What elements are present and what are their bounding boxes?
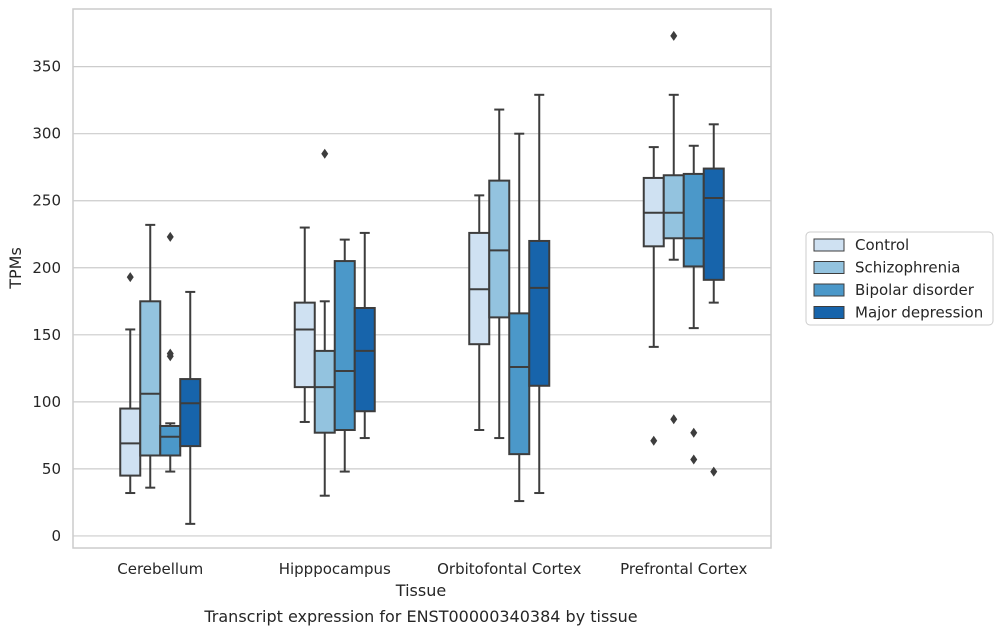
box-3-1 bbox=[662, 30, 685, 425]
grid-lines bbox=[73, 66, 771, 537]
box-body bbox=[682, 172, 705, 268]
box-0-2 bbox=[159, 231, 182, 473]
box-2-2 bbox=[508, 132, 531, 503]
box-body bbox=[139, 300, 162, 457]
legend-swatch bbox=[813, 261, 845, 274]
y-tick-label: 350 bbox=[32, 58, 61, 76]
box-1-2 bbox=[333, 238, 356, 473]
y-tick-label: 50 bbox=[42, 460, 61, 478]
y-axis-label: TPMs bbox=[6, 247, 25, 290]
legend-label: Bipolar disorder bbox=[855, 281, 975, 299]
box-0-3 bbox=[179, 290, 202, 525]
box-body bbox=[333, 260, 356, 432]
box-0-0 bbox=[119, 272, 142, 495]
box-3-2 bbox=[682, 144, 705, 465]
box-body bbox=[313, 349, 336, 434]
x-tick-label: Cerebellum bbox=[117, 560, 203, 578]
legend-swatch bbox=[813, 238, 845, 252]
outlier-point bbox=[690, 427, 698, 438]
outlier-point bbox=[710, 466, 718, 477]
legend-swatch bbox=[813, 306, 845, 319]
plot-boxes bbox=[119, 30, 725, 525]
legend: Control Schizophrenia Bipolar disorder Majo… bbox=[805, 231, 994, 326]
box-body bbox=[662, 174, 685, 240]
legend-label: Schizophrenia bbox=[855, 259, 960, 277]
box-body bbox=[528, 239, 551, 387]
y-tick-label: 100 bbox=[32, 393, 61, 411]
box-2-1 bbox=[488, 108, 511, 440]
y-tick-label: 0 bbox=[51, 527, 61, 545]
box-2-0 bbox=[468, 194, 491, 432]
box-body bbox=[293, 301, 316, 389]
plot-frame bbox=[72, 8, 772, 549]
box-1-3 bbox=[353, 231, 376, 440]
x-tick-label: Orbitofontal Cortex bbox=[437, 560, 581, 578]
x-tick-label: Prefrontal Cortex bbox=[620, 560, 747, 578]
outlier-point bbox=[650, 435, 658, 446]
x-tick-labels: Cerebellum Hipppocampus Orbitofontal Corte… bbox=[117, 560, 747, 578]
legend-label: Control bbox=[855, 236, 909, 254]
x-axis-label: Tissue bbox=[395, 581, 446, 600]
box-body bbox=[702, 167, 725, 281]
outlier-point bbox=[166, 351, 174, 362]
box-3-3 bbox=[702, 123, 725, 477]
outlier-point bbox=[690, 454, 698, 465]
box-0-1 bbox=[139, 223, 162, 489]
legend-frame bbox=[805, 231, 994, 326]
legend-label: Major depression bbox=[855, 304, 983, 322]
outlier-point bbox=[321, 148, 329, 159]
box-body bbox=[159, 424, 182, 457]
outlier-point bbox=[166, 231, 174, 242]
box-3-0 bbox=[642, 146, 665, 446]
y-tick-label: 200 bbox=[32, 259, 61, 277]
chart-caption: Transcript expression for ENST0000034038… bbox=[203, 607, 637, 626]
outlier-point bbox=[126, 272, 134, 283]
y-tick-label: 150 bbox=[32, 326, 61, 344]
outlier-point bbox=[670, 414, 678, 425]
box-body bbox=[179, 378, 202, 448]
box-1-1 bbox=[313, 148, 336, 497]
box-body bbox=[508, 312, 531, 456]
box-body bbox=[488, 179, 511, 319]
y-tick-label: 300 bbox=[32, 125, 61, 143]
outlier-point bbox=[670, 30, 678, 41]
box-body bbox=[119, 407, 142, 477]
box-2-3 bbox=[528, 93, 551, 495]
y-tick-labels: 0 50 100 150 200 250 300 350 bbox=[32, 58, 61, 545]
y-tick-label: 250 bbox=[32, 192, 61, 210]
box-1-0 bbox=[293, 226, 316, 423]
x-tick-label: Hipppocampus bbox=[279, 560, 391, 578]
box-body bbox=[353, 306, 376, 413]
legend-swatch bbox=[813, 283, 845, 297]
